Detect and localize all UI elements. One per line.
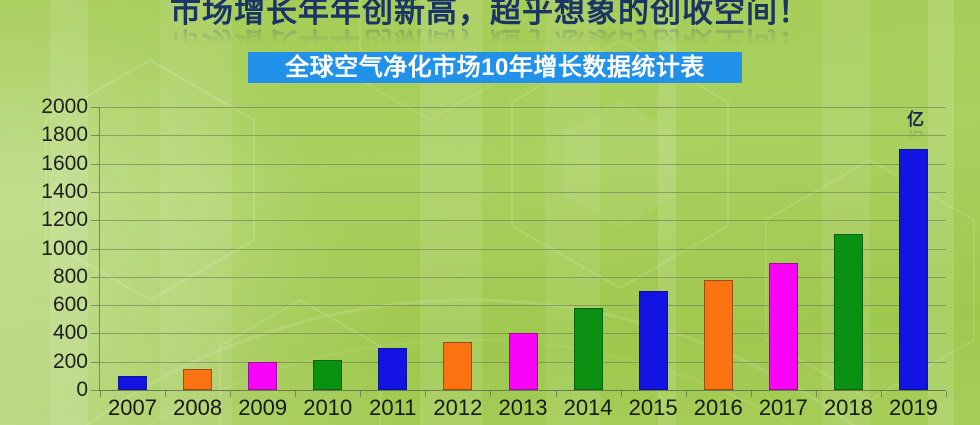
y-axis-tick <box>91 305 99 307</box>
gridline <box>100 135 946 137</box>
bar-2011 <box>378 348 408 390</box>
y-tick-label: 1400 <box>41 179 88 203</box>
x-axis-tick <box>750 391 752 397</box>
bar-2010 <box>313 360 343 390</box>
y-axis-tick <box>91 135 99 137</box>
y-axis-labels: 0 200 400 600 800 1000 1200 1400 1600 1800 2000 <box>0 95 88 401</box>
gridline <box>100 191 946 193</box>
y-tick-label: 1200 <box>41 208 88 232</box>
x-axis-labels: 2007 2008 2009 2010 2011 2012 2013 2014 2015 2016… <box>100 395 946 423</box>
x-tick-label: 2011 <box>369 395 417 420</box>
x-axis-tick <box>815 391 817 397</box>
x-axis-line <box>99 390 946 391</box>
bar-2013 <box>508 333 538 390</box>
subtitle-banner: 全球空气净化市场10年增长数据统计表 <box>248 52 742 83</box>
x-tick-label: 2017 <box>758 395 808 420</box>
y-tick-label: 0 <box>76 378 88 401</box>
gridline <box>100 276 946 278</box>
y-axis-tick <box>91 107 99 108</box>
x-axis-tick <box>620 391 622 397</box>
x-tick-label: 2007 <box>108 395 157 420</box>
header: 市场增长年年创新高，超乎想象的创收空间！ 市场增长年年创新高，超乎想象的创收空间… <box>0 0 980 60</box>
y-axis-line <box>99 107 100 391</box>
bar-2014 <box>573 308 603 390</box>
x-tick-label: 2014 <box>563 395 613 420</box>
y-axis-tick <box>91 361 99 363</box>
y-tick-label: 1000 <box>41 236 88 260</box>
y-tick-label: 1800 <box>41 123 88 147</box>
gridline <box>100 220 946 222</box>
y-axis-tick <box>91 248 99 250</box>
bar-2015 <box>638 291 668 390</box>
y-tick-label: 200 <box>52 349 88 373</box>
x-tick-label: 2018 <box>823 395 873 420</box>
x-axis-tick <box>230 391 232 397</box>
x-axis-tick <box>360 391 362 397</box>
y-tick-label: 400 <box>52 321 88 345</box>
bar-2018 <box>833 234 863 390</box>
gridline <box>100 305 946 307</box>
x-axis-tick <box>100 391 101 397</box>
x-axis-tick <box>880 391 882 397</box>
y-tick-label: 2000 <box>41 95 88 118</box>
gridline <box>100 163 946 165</box>
x-axis-tick <box>555 391 557 397</box>
gridline <box>100 248 946 250</box>
unit-label-reflection: 亿 <box>907 128 924 147</box>
x-tick-label: 2009 <box>238 395 288 420</box>
y-tick-label: 600 <box>52 293 88 317</box>
x-axis-tick <box>165 391 167 397</box>
y-tick-label: 1600 <box>41 151 88 175</box>
bar-2009 <box>248 362 278 390</box>
x-tick-label: 2012 <box>433 395 483 420</box>
x-tick-label: 2016 <box>693 395 743 420</box>
bar-2007 <box>118 376 148 390</box>
x-axis-tick <box>490 391 492 397</box>
bar-2016 <box>703 280 733 390</box>
y-axis-tick <box>91 220 99 222</box>
x-axis-tick <box>946 391 947 397</box>
page-title: 市场增长年年创新高，超乎想象的创收空间！ <box>170 0 810 29</box>
bar-2008 <box>183 369 213 390</box>
x-axis-tick <box>685 391 687 397</box>
bar-chart-plot-area: 亿 亿 <box>91 107 947 397</box>
y-tick-label: 800 <box>52 264 88 288</box>
x-tick-label: 2013 <box>498 395 548 420</box>
x-tick-label: 2010 <box>303 395 353 420</box>
x-tick-label: 2015 <box>628 395 678 420</box>
bar-2017 <box>768 263 798 390</box>
y-axis-tick <box>91 390 99 391</box>
y-axis-tick <box>91 163 99 165</box>
x-axis-tick <box>425 391 427 397</box>
x-axis-tick <box>295 391 297 397</box>
y-axis-tick <box>91 191 99 193</box>
x-tick-label: 2008 <box>173 395 223 420</box>
bar-2019 <box>898 149 928 390</box>
gridline <box>100 107 946 108</box>
unit-label: 亿 <box>907 110 924 129</box>
x-tick-label: 2019 <box>888 395 938 420</box>
bar-2012 <box>443 342 473 390</box>
y-axis-tick <box>91 276 99 278</box>
y-axis-tick <box>91 333 99 335</box>
